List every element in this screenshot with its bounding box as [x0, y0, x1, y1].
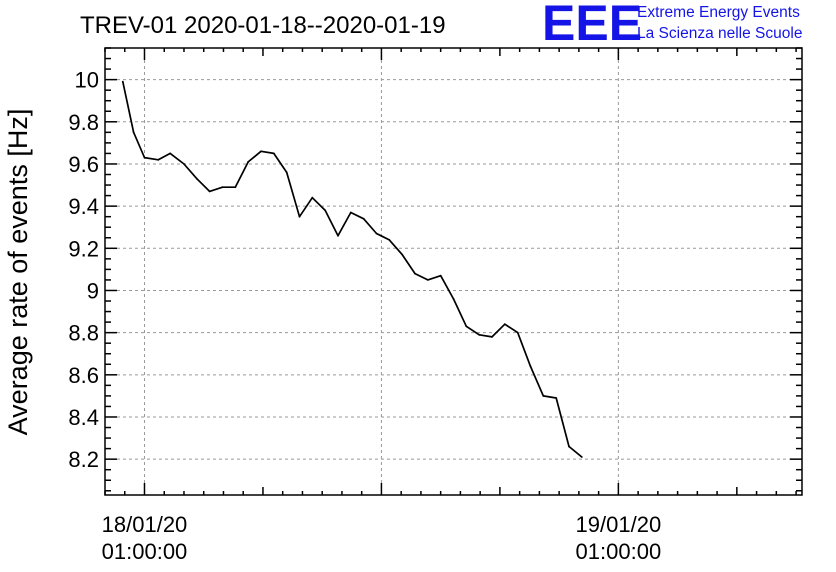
data-points: [121, 80, 583, 458]
data-point-10: [247, 161, 250, 163]
data-point-18: [349, 211, 352, 214]
data-point-3: [157, 158, 160, 161]
data-point-35: [568, 445, 570, 448]
data-point-24: [426, 279, 429, 281]
data-point-36: [580, 456, 583, 458]
series-line: [121, 81, 583, 458]
eee-logo-text: EEE: [542, 0, 642, 51]
brand-line-2: La Scienza nelle Scuole: [637, 25, 802, 42]
data-point-0: [121, 80, 124, 83]
ytick-label-3: 8.8: [68, 321, 99, 346]
data-point-12: [272, 152, 275, 155]
data-point-14: [298, 215, 301, 218]
y-axis-label: Average rate of events [Hz]: [3, 109, 33, 436]
data-point-25: [439, 274, 442, 277]
data-point-31: [516, 331, 519, 334]
data-point-32: [529, 365, 532, 368]
data-point-15: [311, 196, 314, 199]
data-point-33: [542, 395, 545, 397]
xtick-label-time-0: 01:00:00: [102, 539, 188, 564]
data-point-2: [143, 156, 146, 159]
brand-line-1: Extreme Energy Events: [637, 4, 800, 21]
ytick-label-1: 8.4: [68, 405, 99, 430]
data-point-8: [221, 186, 224, 189]
xtick-label-date-1: 19/01/20: [576, 512, 662, 537]
data-point-16: [324, 209, 327, 212]
data-point-7: [208, 190, 211, 193]
ytick-label-4: 9: [87, 278, 99, 303]
data-point-22: [401, 253, 404, 256]
axis-ticks: [104, 47, 802, 495]
data-point-29: [491, 336, 493, 338]
y-tick-labels: 8.2 8.4 8.6 8.8 9 9.2 9.4 9.6 9.8 10: [68, 68, 99, 473]
data-point-20: [375, 232, 378, 235]
plot-frame: [104, 47, 803, 496]
data-point-28: [478, 333, 481, 336]
data-point-1: [132, 131, 135, 134]
data-point-17: [337, 234, 339, 237]
data-point-23: [414, 272, 416, 275]
data-point-34: [555, 397, 558, 399]
data-point-21: [388, 239, 391, 241]
grid-lines: [105, 48, 802, 495]
chart-title: TREV-01 2020-01-18--2020-01-19: [80, 12, 446, 39]
ytick-label-6: 9.4: [68, 194, 99, 219]
data-point-11: [260, 150, 262, 153]
data-point-27: [465, 325, 468, 328]
ytick-label-0: 8.2: [68, 447, 99, 472]
data-point-13: [285, 171, 288, 174]
data-point-5: [183, 163, 185, 165]
xtick-label-date-0: 18/01/20: [102, 512, 188, 537]
ytick-label-2: 8.6: [68, 363, 99, 388]
data-point-4: [169, 152, 172, 155]
ytick-label-8: 9.8: [68, 110, 99, 135]
data-point-26: [452, 298, 455, 300]
xtick-label-time-1: 01:00:00: [576, 539, 662, 564]
ytick-label-7: 9.6: [68, 152, 99, 177]
data-point-9: [234, 186, 237, 189]
ytick-label-5: 9.2: [68, 236, 99, 261]
eee-logo: EEE Extreme Energy Events La Scienza nel…: [542, 0, 802, 51]
data-point-30: [503, 323, 506, 326]
ytick-label-9: 10: [75, 68, 99, 93]
data-point-6: [195, 177, 198, 180]
data-point-19: [362, 217, 365, 220]
